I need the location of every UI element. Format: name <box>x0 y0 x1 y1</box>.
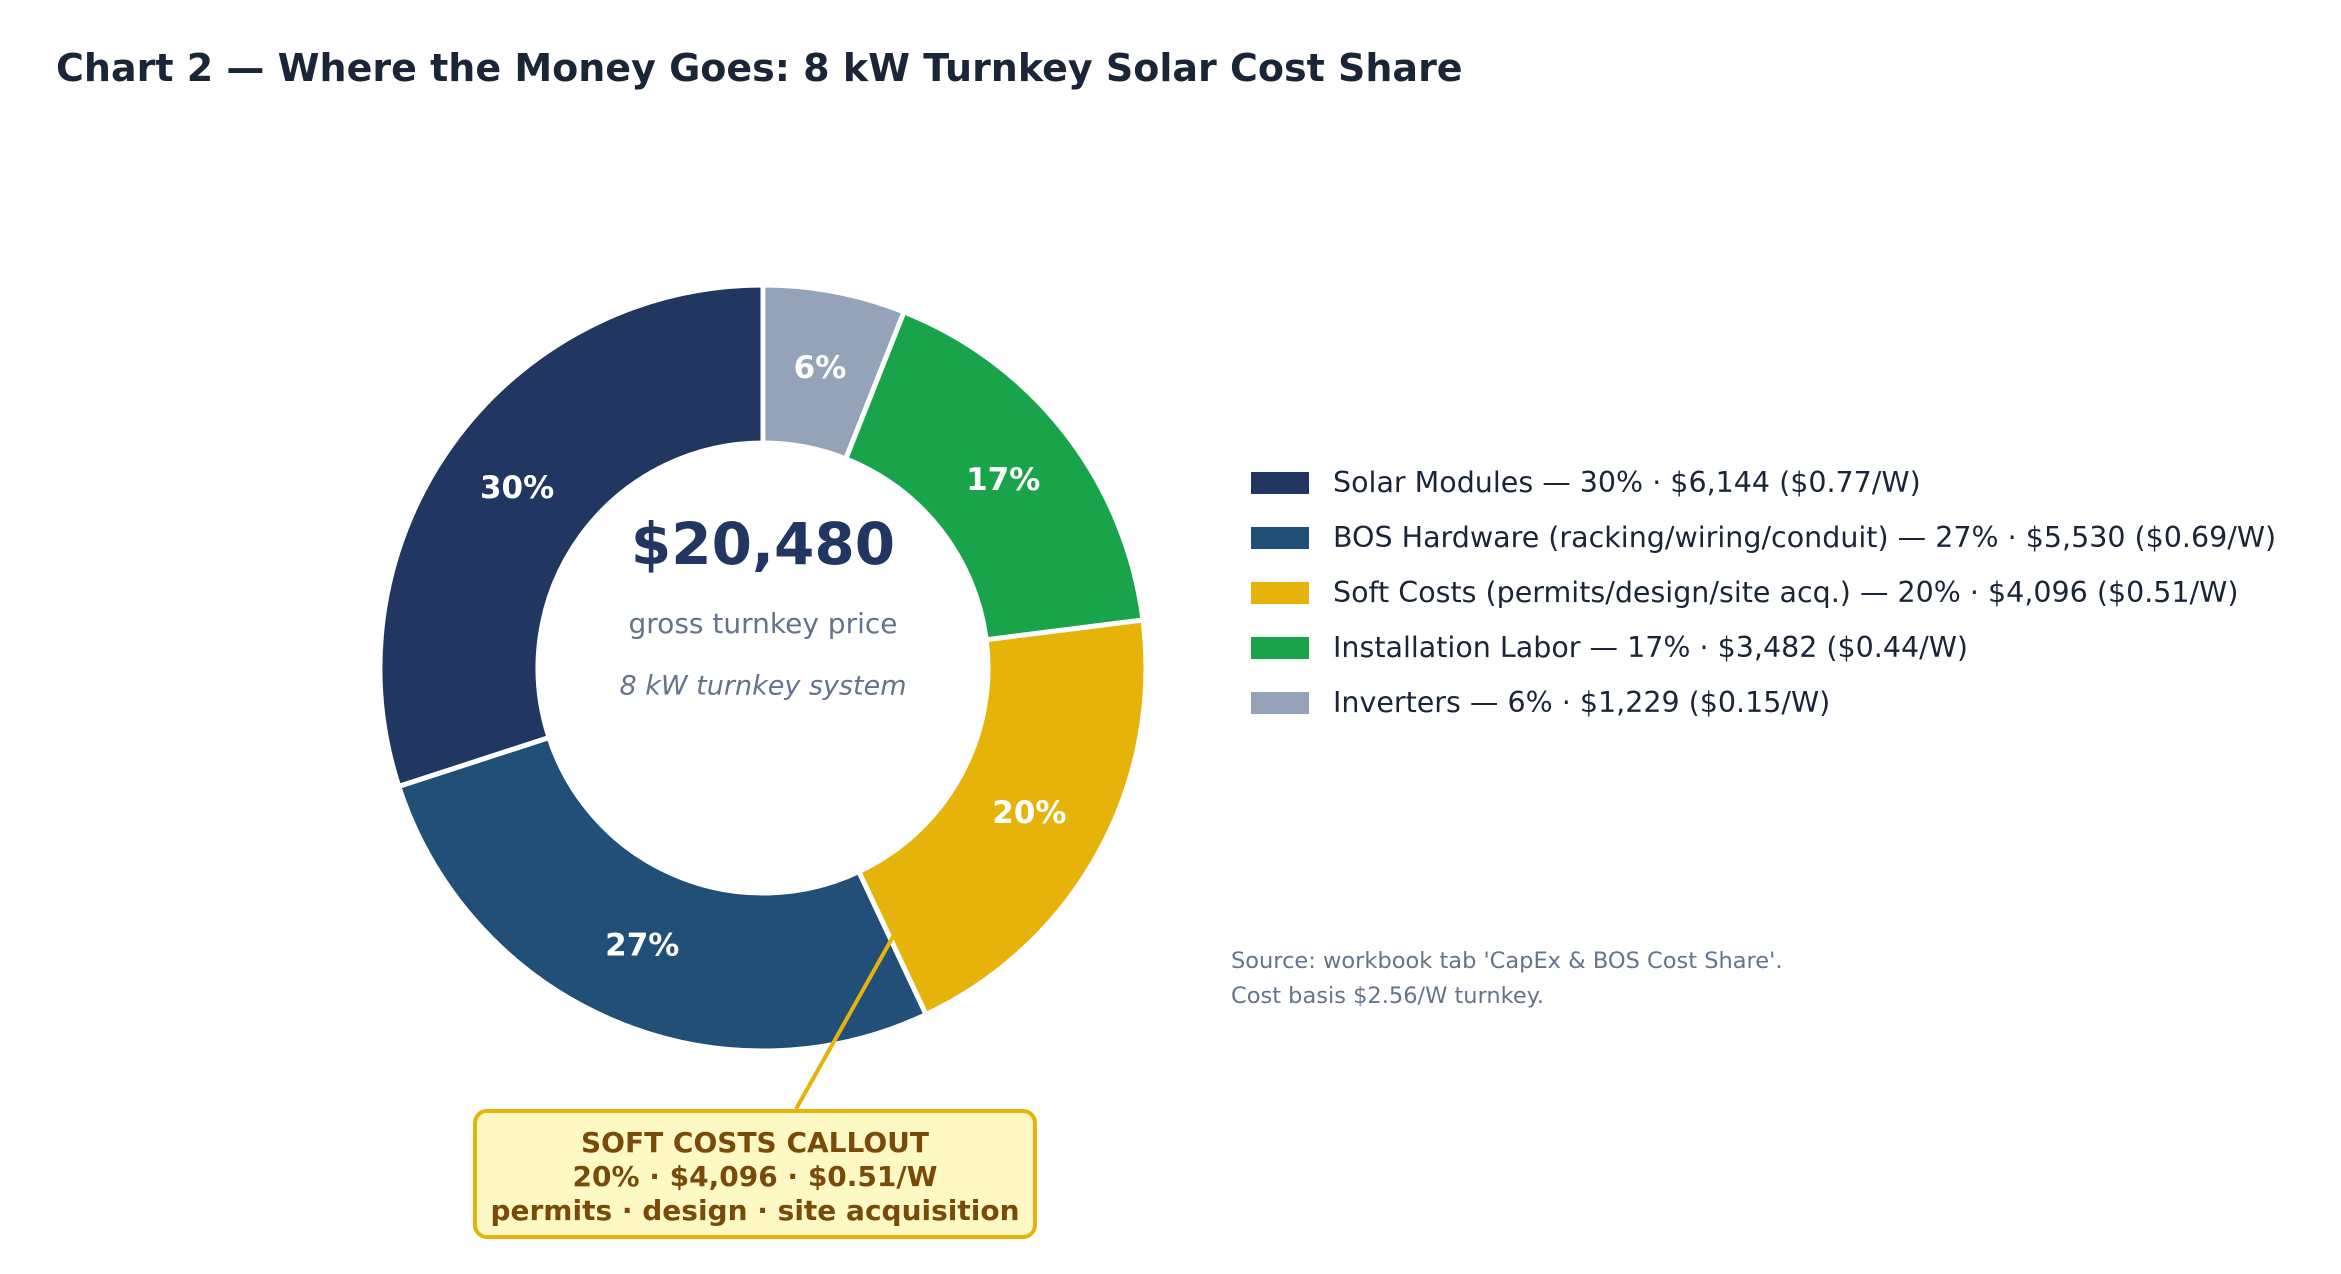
legend-item: BOS Hardware (racking/wiring/conduit) — … <box>1251 510 2276 565</box>
donut-slice <box>842 308 1146 643</box>
legend-swatch <box>1251 691 1309 714</box>
donut-slice <box>377 282 766 790</box>
legend-item: Installation Labor — 17% · $3,482 ($0.44… <box>1251 620 2276 675</box>
legend-item: Soft Costs (permits/design/site acq.) — … <box>1251 565 2276 620</box>
callout-title: SOFT COSTS CALLOUT <box>580 1126 930 1159</box>
center-system-label: 8 kW turnkey system <box>619 671 906 702</box>
callout-detail: permits · design · site acquisition <box>490 1194 1020 1227</box>
slice-data-label: 6% <box>794 350 847 386</box>
source-note: Source: workbook tab 'CapEx & BOS Cost S… <box>1231 944 1782 1014</box>
legend-item: Inverters — 6% · $1,229 ($0.15/W) <box>1251 675 2276 730</box>
center-total-label: gross turnkey price <box>629 607 898 640</box>
callout-values: 20% · $4,096 · $0.51/W <box>572 1160 938 1193</box>
legend-label: Inverters — 6% · $1,229 ($0.15/W) <box>1333 686 1831 719</box>
legend-label: Solar Modules — 30% · $6,144 ($0.77/W) <box>1333 466 1921 499</box>
legend: Solar Modules — 30% · $6,144 ($0.77/W) B… <box>1251 455 2276 730</box>
legend-swatch <box>1251 471 1309 494</box>
callout-leader-line <box>794 902 914 1110</box>
donut-slices <box>377 282 1149 1054</box>
legend-swatch <box>1251 636 1309 659</box>
chart-title: Chart 2 — Where the Money Goes: 8 kW Tur… <box>56 46 1463 90</box>
slice-data-label: 20% <box>992 795 1066 831</box>
donut-slice <box>395 734 930 1054</box>
donut-slice <box>855 617 1149 1018</box>
legend-item: Solar Modules — 30% · $6,144 ($0.77/W) <box>1251 455 2276 510</box>
soft-costs-callout: SOFT COSTS CALLOUT 20% · $4,096 · $0.51/… <box>473 1109 1037 1239</box>
slice-data-label: 17% <box>966 462 1040 498</box>
center-total-value: $20,480 <box>631 510 895 578</box>
legend-label: Soft Costs (permits/design/site acq.) — … <box>1333 576 2239 609</box>
slice-data-label: 30% <box>480 470 554 506</box>
legend-label: BOS Hardware (racking/wiring/conduit) — … <box>1333 521 2277 554</box>
donut-slice-labels: 6% 17% 20% 27% 30% <box>480 350 1067 964</box>
legend-swatch <box>1251 526 1309 549</box>
cost-basis-line: Cost basis $2.56/W turnkey. <box>1231 983 1545 1009</box>
slice-data-label: 27% <box>605 927 679 963</box>
legend-swatch <box>1251 581 1309 604</box>
legend-label: Installation Labor — 17% · $3,482 ($0.44… <box>1333 631 1969 664</box>
source-line: Source: workbook tab 'CapEx & BOS Cost S… <box>1231 948 1783 974</box>
